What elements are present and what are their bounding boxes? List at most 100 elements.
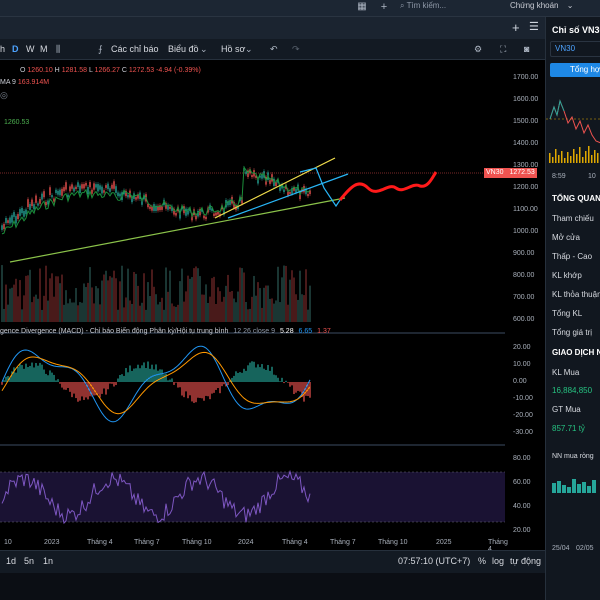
overview-row-total-value: Tổng giá trị xyxy=(552,328,593,337)
macd-histogram-bar xyxy=(5,376,7,382)
candle-body xyxy=(91,189,93,194)
macd-histogram-bar xyxy=(189,382,191,396)
interval-h[interactable]: h xyxy=(0,44,6,54)
summary-button[interactable]: Tổng hợ xyxy=(550,63,600,77)
price-axis[interactable]: 1700.00 1600.00 1500.00 1400.00 1300.00 … xyxy=(505,60,545,330)
macd-histogram-bar xyxy=(241,372,243,382)
chart-canvas[interactable] xyxy=(0,60,545,550)
candle-body xyxy=(229,200,231,205)
candle-body xyxy=(57,190,59,195)
indicators-button[interactable]: Các chỉ báo xyxy=(111,44,159,54)
volume-bar xyxy=(175,306,177,322)
macd-histogram-bar xyxy=(295,382,297,393)
plus-icon[interactable]: + xyxy=(380,1,388,13)
volume-bar xyxy=(257,282,259,322)
candle-body xyxy=(213,213,215,217)
macd-histogram-bar xyxy=(137,364,139,382)
volume-bar xyxy=(133,271,135,322)
volume-bar xyxy=(147,282,149,322)
profile-button[interactable]: Hồ sơ xyxy=(221,44,246,54)
volume-bar xyxy=(165,267,167,322)
macd-histogram-bar xyxy=(243,368,245,382)
product-select[interactable]: Chứng khoán ⌄ xyxy=(510,0,573,14)
volume-bar xyxy=(259,288,261,322)
range-1d[interactable]: 1d xyxy=(6,556,17,566)
price-tick: 1500.00 xyxy=(513,118,539,125)
volume-bar xyxy=(299,270,301,322)
volume-bar xyxy=(21,309,23,322)
intraday-price-line xyxy=(549,99,600,144)
time-tick: Tháng 4 xyxy=(488,539,508,553)
indicators-icon[interactable]: ⨍ xyxy=(98,44,103,54)
macd-histogram-bar xyxy=(125,368,127,382)
rsi-axis[interactable]: 80.00 60.00 40.00 20.00 xyxy=(505,452,545,534)
macd-axis[interactable]: 20.00 10.00 0.00 -10.00 -20.00 -30.00 xyxy=(505,340,545,440)
candle-body xyxy=(9,217,11,224)
volume-bar xyxy=(211,278,213,322)
candle-body xyxy=(53,198,55,202)
interval-w[interactable]: W xyxy=(26,44,35,54)
auto-toggle[interactable]: tự động xyxy=(510,556,542,566)
candle-body xyxy=(259,175,261,178)
chart-button[interactable]: Biểu đồ xyxy=(168,44,199,54)
volume-bar xyxy=(203,294,205,322)
macd-histogram-bar xyxy=(291,382,293,386)
time-tick: Tháng 10 xyxy=(378,539,408,546)
volume-bar xyxy=(219,291,221,322)
fullscreen-icon[interactable]: ⛶ xyxy=(500,44,507,54)
macd-histogram-bar xyxy=(177,382,179,388)
volume-bar xyxy=(123,307,125,322)
macd-histogram-bar xyxy=(29,365,31,382)
buy-volume-label: KL Mua xyxy=(552,368,580,377)
window-menu-icon[interactable]: ☰ xyxy=(529,21,539,33)
clock-time[interactable]: 07:57:10 (UTC+7) xyxy=(398,556,471,566)
macd-histogram-bar xyxy=(245,370,247,382)
candle-type-icon[interactable]: ⫼ xyxy=(56,44,61,54)
panel-symbol[interactable]: VN30 xyxy=(550,41,600,57)
candle-body xyxy=(201,209,203,212)
time-tick: Tháng 4 xyxy=(282,539,308,546)
volume-bar xyxy=(145,309,147,322)
visibility-icon[interactable]: ◎ xyxy=(0,90,8,100)
candle-body xyxy=(39,198,41,204)
volume-bar xyxy=(9,288,11,322)
macd-histogram-bar xyxy=(3,380,5,382)
candle-body xyxy=(217,211,219,215)
macd-histogram-bar xyxy=(35,363,37,382)
time-axis[interactable]: 10 2023 Tháng 4 Tháng 7 Tháng 10 2024 Th… xyxy=(0,536,510,553)
search-input[interactable]: ⌕ Tìm kiếm... xyxy=(400,0,498,14)
volume-bar xyxy=(185,291,187,322)
volume-bar xyxy=(81,302,83,322)
range-1n[interactable]: 1n xyxy=(43,556,54,566)
undo-icon[interactable]: ↶ xyxy=(270,44,278,54)
grid-icon[interactable]: ▦ xyxy=(357,1,367,12)
candle-body xyxy=(289,191,291,194)
net-buy-label: NN mua ròng xyxy=(552,453,594,460)
range-5n[interactable]: 5n xyxy=(24,556,35,566)
macd-histogram-bar xyxy=(249,362,251,382)
ohlc-change: -4.94 (-0.39%) xyxy=(156,67,201,74)
chart-area[interactable]: O 1260.10 H 1281.58 L 1266.27 C 1272.53 … xyxy=(0,60,545,553)
camera-icon[interactable]: ◙ xyxy=(524,44,530,54)
macd-histogram-bar xyxy=(51,372,53,382)
candle-body xyxy=(277,179,279,183)
volume-bar xyxy=(39,268,41,322)
macd-histogram-bar xyxy=(265,369,267,382)
volume-bar xyxy=(261,307,263,322)
volume-bar xyxy=(65,290,67,322)
candle-body xyxy=(279,185,281,191)
volume-bar xyxy=(51,273,53,322)
log-toggle[interactable]: log xyxy=(492,556,505,566)
redo-icon[interactable]: ↷ xyxy=(292,44,300,54)
settings-icon[interactable]: ⚙ xyxy=(474,44,483,54)
macd-histogram-bar xyxy=(279,381,281,382)
interval-d[interactable]: D xyxy=(12,44,19,54)
interval-m[interactable]: M xyxy=(40,44,48,54)
volume-bar xyxy=(277,266,279,322)
add-tab-icon[interactable]: + xyxy=(512,20,520,35)
percent-toggle[interactable]: % xyxy=(478,556,487,566)
pane-separator xyxy=(0,332,505,334)
macd-histogram-bar xyxy=(255,367,257,382)
macd-histogram-bar xyxy=(87,382,89,400)
volume-bar xyxy=(37,298,39,322)
